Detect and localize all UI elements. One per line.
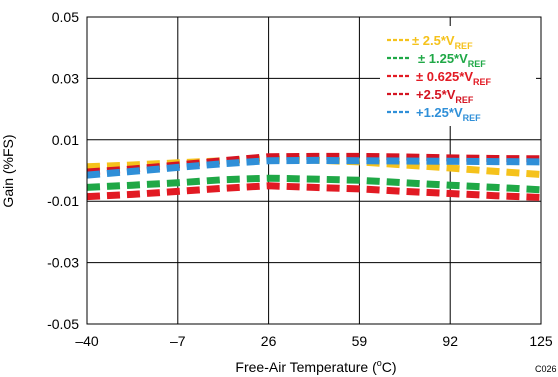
legend-entry: ± 1.25*VREF <box>418 51 486 69</box>
legend-entry: ± 0.625*VREF <box>416 69 492 87</box>
series-line-4 <box>86 152 542 176</box>
x-tick-label: 59 <box>352 333 368 349</box>
x-tick-label: 125 <box>529 333 553 349</box>
series-lines <box>86 152 542 201</box>
y-tick-label: -0.05 <box>47 316 79 332</box>
y-tick-label: 0.05 <box>52 9 79 25</box>
x-tick-label: –7 <box>170 333 186 349</box>
plot-area-frame <box>86 16 542 325</box>
y-tick-label: 0.01 <box>52 132 79 148</box>
legend-entry: ± 2.5*VREF <box>412 33 473 51</box>
series-line-2 <box>86 174 542 194</box>
x-tick-label: –40 <box>75 333 99 349</box>
y-tick-label: -0.03 <box>47 255 79 271</box>
x-axis-label: Free-Air Temperature (oC) <box>235 358 396 375</box>
x-tick-label: 26 <box>261 333 277 349</box>
y-tick-label: 0.03 <box>52 70 79 86</box>
legend-entry: +2.5*VREF <box>416 87 474 105</box>
tick-labels: –40 –7 26 59 92 125 -0.05 -0.03 -0.01 0.01 0.03 0.0… <box>47 9 553 349</box>
y-tick-label: -0.01 <box>47 193 79 209</box>
legend: ± 2.5*VREF± 1.25*VREF± 0.625*VREF+2.5*VR… <box>380 26 536 126</box>
x-tick-label: 92 <box>442 333 458 349</box>
series-line-3 <box>86 182 542 201</box>
legend-entry: +1.25*VREF <box>416 105 481 123</box>
figure-code-label: C026 <box>535 364 557 374</box>
y-axis-label: Gain (%FS) <box>0 134 16 207</box>
series-line-5 <box>86 156 542 179</box>
